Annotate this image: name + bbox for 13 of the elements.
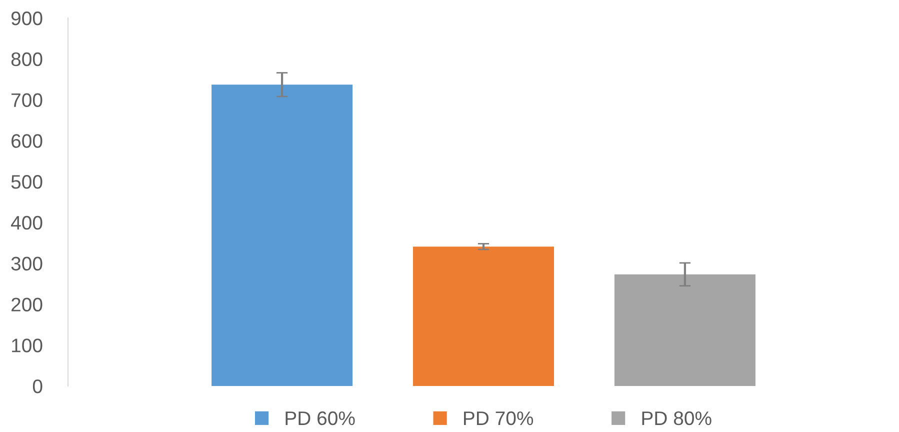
y-tick-label: 200 [12,298,42,312]
y-tick-label: 600 [12,134,42,148]
y-tick-label: 800 [11,52,42,66]
y-tick-label: 100 [12,338,42,352]
y-tick-label: 0 [32,379,42,394]
y-tick-label: 700 [12,93,42,108]
legend-label: PD 70% [464,411,534,426]
y-tick-label: 900 [11,11,42,26]
y-tick-label: 400 [11,216,42,230]
y-tick-label: 500 [11,175,42,189]
legend-label: PD 60% [286,411,355,426]
y-tick-label: 300 [11,256,42,271]
legend-label: PD 80% [642,411,712,426]
